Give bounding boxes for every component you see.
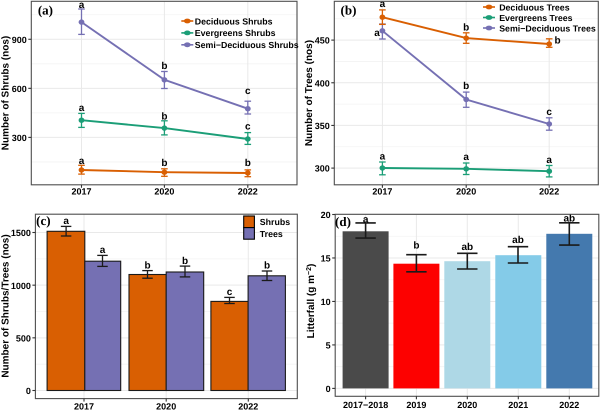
svg-text:c: c [245, 122, 251, 133]
svg-text:2020: 2020 [456, 187, 476, 197]
svg-text:a: a [463, 152, 469, 163]
svg-text:c: c [245, 86, 251, 97]
svg-text:a: a [79, 156, 85, 167]
svg-text:c: c [546, 107, 552, 118]
svg-text:1000: 1000 [11, 281, 31, 291]
svg-text:5: 5 [326, 341, 331, 351]
svg-text:b: b [245, 158, 251, 169]
svg-text:Trees: Trees [260, 229, 283, 239]
svg-text:Deciduous Shrubs: Deciduous Shrubs [195, 16, 273, 26]
svg-text:0: 0 [26, 386, 31, 396]
svg-text:ab: ab [563, 214, 575, 225]
svg-text:2022: 2022 [559, 400, 579, 410]
svg-text:(b): (b) [341, 3, 357, 18]
svg-text:a: a [79, 103, 85, 114]
svg-text:300: 300 [12, 133, 27, 143]
svg-text:600: 600 [12, 84, 27, 94]
svg-text:b: b [144, 260, 150, 271]
svg-text:450: 450 [315, 36, 330, 46]
svg-text:2022: 2022 [238, 187, 258, 197]
svg-text:b: b [413, 240, 419, 251]
svg-text:1500: 1500 [11, 228, 31, 238]
svg-text:400: 400 [315, 78, 330, 88]
svg-text:(d): (d) [335, 214, 351, 229]
svg-text:2017: 2017 [74, 401, 94, 411]
svg-text:20: 20 [321, 210, 331, 220]
svg-text:Deciduous Trees: Deciduous Trees [499, 2, 570, 12]
svg-text:a: a [546, 155, 552, 166]
svg-text:2019: 2019 [406, 400, 426, 410]
svg-text:2017: 2017 [71, 187, 91, 197]
svg-text:2022: 2022 [238, 401, 258, 411]
svg-text:ab: ab [512, 235, 524, 246]
svg-text:350: 350 [315, 121, 330, 131]
svg-text:a: a [374, 28, 380, 39]
svg-text:b: b [554, 36, 560, 47]
svg-text:b: b [463, 81, 469, 92]
svg-text:b: b [182, 256, 188, 267]
svg-text:Number of Shrubs/Trees (nos): Number of Shrubs/Trees (nos) [1, 234, 12, 377]
svg-text:Number of Trees (nos): Number of Trees (nos) [304, 40, 315, 146]
svg-text:b: b [161, 61, 167, 72]
svg-text:b: b [264, 261, 270, 272]
svg-text:2021: 2021 [508, 400, 528, 410]
svg-text:a: a [380, 0, 386, 10]
svg-text:2017: 2017 [372, 187, 392, 197]
svg-text:b: b [161, 111, 167, 122]
svg-text:(c): (c) [36, 213, 50, 228]
svg-text:Evergreens Shrubs: Evergreens Shrubs [195, 28, 276, 38]
svg-text:Shrubs: Shrubs [260, 217, 290, 227]
svg-text:b: b [161, 158, 167, 169]
svg-text:b: b [463, 22, 469, 33]
svg-text:10: 10 [321, 297, 331, 307]
svg-text:a: a [79, 0, 85, 11]
svg-text:Semi−Deciduous Shrubs: Semi−Deciduous Shrubs [195, 40, 299, 50]
svg-text:2022: 2022 [539, 187, 559, 197]
svg-text:a: a [363, 214, 369, 225]
svg-text:15: 15 [321, 254, 331, 264]
svg-text:Number of Shrubs (nos): Number of Shrubs (nos) [1, 36, 12, 150]
svg-text:a: a [380, 151, 386, 162]
svg-text:Semi−Deciduous Trees: Semi−Deciduous Trees [499, 23, 596, 33]
svg-text:300: 300 [315, 164, 330, 174]
svg-text:Evergreens Trees: Evergreens Trees [499, 13, 572, 23]
svg-text:c: c [227, 287, 233, 298]
svg-text:900: 900 [12, 35, 27, 45]
svg-text:a: a [100, 245, 106, 256]
svg-text:500: 500 [16, 333, 31, 343]
svg-text:2020: 2020 [154, 187, 174, 197]
svg-text:a: a [63, 216, 69, 227]
svg-text:2020: 2020 [156, 401, 176, 411]
svg-text:2017−2018: 2017−2018 [343, 400, 388, 410]
svg-text:(a): (a) [38, 3, 53, 18]
svg-text:0: 0 [326, 384, 331, 394]
svg-text:ab: ab [461, 242, 473, 253]
svg-text:Litterfall (g m−2): Litterfall (g m−2) [306, 264, 318, 339]
svg-text:2020: 2020 [457, 400, 477, 410]
